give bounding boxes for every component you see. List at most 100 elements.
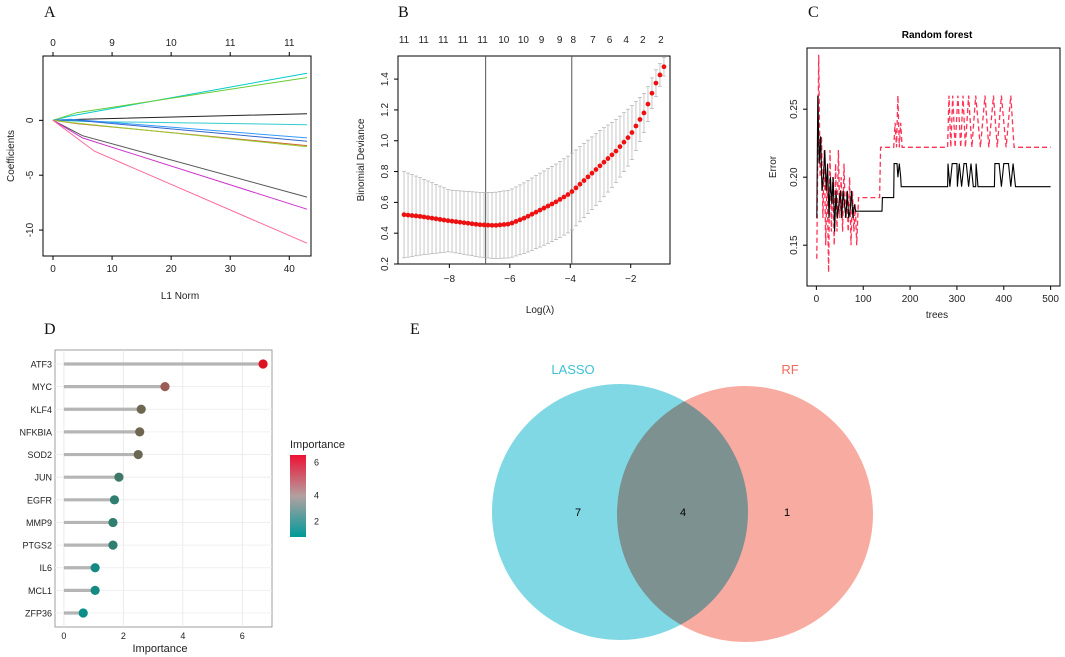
panel-c-series-oob	[816, 95, 1051, 232]
panel-b-y-axis-label: Binomial Deviance	[356, 118, 367, 201]
panel-d-legend-tick-label-4: 4	[314, 491, 319, 501]
panel-d-gene-label-zfp36: ZFP36	[25, 609, 52, 619]
panel-a-top-tick-label-30: 11	[225, 38, 236, 49]
panel-d-legend-tick-label-2: 2	[314, 517, 319, 527]
panel-b-mean-point-36	[545, 203, 551, 209]
panel-b-mean-point-3	[413, 213, 419, 219]
panel-b-mean-point-31	[525, 213, 531, 219]
panel-c-y-tick-label-0.25: 0.25	[789, 99, 800, 119]
panel-a-coef-line-2	[52, 113, 308, 121]
panel-b-mean-point-37	[549, 201, 555, 207]
panel-b-mean-point-47	[589, 170, 595, 176]
panel-a-x-axis-label: L1 Norm	[161, 291, 199, 302]
panel-b-mean-point-33	[533, 209, 539, 215]
panel-d-gene-label-nfkbia: NFKBIA	[19, 427, 52, 437]
panel-a-y-tick-label--5: -5	[25, 170, 36, 179]
panel-a-coef-line-7	[52, 119, 308, 148]
panel-b-x-tick-label--6: −6	[504, 274, 516, 285]
panel-b-mean-point-14	[457, 219, 463, 225]
panel-b-mean-point-25	[501, 222, 507, 227]
panel-b-mean-point-51	[605, 156, 611, 161]
panel-b-mean-point-11	[445, 218, 451, 224]
panel-b-y-tick-label-0.4: 0.4	[380, 226, 391, 240]
panel-a-x-tick-label-40: 40	[284, 264, 296, 275]
panel-b-mean-point-27	[509, 220, 515, 226]
panel-b-mean-point-16	[465, 220, 471, 226]
panel-label-a: A	[44, 4, 56, 21]
panel-b-mean-point-62	[649, 90, 655, 96]
panel-d-gene-label-il6: IL6	[39, 563, 52, 573]
panel-b-top-tick-label-6: 10	[518, 35, 530, 46]
panel-a-x-tick-label-20: 20	[166, 264, 178, 275]
panel-b-mean-point-65	[661, 64, 667, 70]
panel-b-mean-point-41	[565, 192, 571, 197]
panel-d-dot-atf3	[258, 359, 268, 369]
panel-b-mean-point-7	[429, 215, 435, 221]
panel-b-mean-point-40	[561, 194, 567, 200]
panel-b-top-tick-label-8: 9	[557, 35, 563, 46]
venn-count-intersection: 4	[680, 507, 686, 519]
panel-a-coef-line-5	[53, 119, 308, 142]
panel-a-x-tick-label-30: 30	[225, 264, 237, 275]
panel-d-x-tick-label-4: 4	[180, 631, 185, 641]
panel-label-e: E	[410, 321, 420, 338]
panel-d-legend-tick-label-6: 6	[314, 458, 319, 468]
panel-b-mean-point-13	[453, 219, 459, 225]
panel-b-mean-point-20	[481, 222, 487, 228]
panel-b-mean-point-64	[657, 72, 663, 78]
panel-d-gene-label-mmp9: MMP9	[26, 518, 52, 528]
panel-b-top-tick-label-2: 11	[438, 35, 449, 46]
panel-b-top-tick-label-4: 11	[477, 35, 488, 46]
panel-e-venn: LASSO RF 7 4 1	[492, 362, 873, 642]
panel-b-top-tick-label-5: 10	[498, 35, 510, 46]
panel-b-y-tick-label-0.8: 0.8	[380, 164, 391, 178]
panel-b-mean-point-44	[577, 181, 583, 187]
panel-b-x-tick-label--8: −8	[444, 274, 456, 285]
panel-d-dot-mmp9	[108, 517, 118, 528]
panel-b-mean-point-32	[529, 211, 535, 217]
panel-b-x-tick-label--4: −4	[565, 274, 577, 285]
panel-b-mean-point-5	[421, 214, 427, 220]
venn-label-rf: RF	[781, 362, 798, 377]
panel-c-series-class-1	[816, 54, 1051, 273]
panel-b-mean-point-18	[473, 221, 479, 227]
panel-d-legend-title: Importance	[290, 439, 345, 451]
panel-c-y-tick-label-0.2: 0.20	[789, 167, 800, 187]
panel-b-mean-point-9	[437, 217, 443, 222]
panel-b-top-tick-label-1: 11	[418, 35, 429, 46]
panel-d-gene-label-myc: MYC	[32, 382, 53, 392]
panel-b-plot-frame	[397, 55, 671, 265]
panel-d-dot-myc	[160, 382, 170, 392]
panel-c-plot-frame	[806, 47, 1061, 287]
panel-b-mean-point-12	[449, 218, 455, 224]
panel-d-x-tick-label-2: 2	[121, 631, 126, 641]
panel-a-coef-line-9	[52, 119, 308, 210]
panel-a-coef-line-8	[52, 119, 308, 198]
panel-b-mean-point-63	[653, 80, 659, 86]
panel-d-dot-sod2	[133, 449, 143, 460]
panel-b-y-tick-label-1.4: 1.4	[380, 72, 391, 86]
panel-d-gene-label-atf3: ATF3	[31, 360, 52, 370]
panel-b-mean-point-30	[521, 215, 527, 221]
panel-b-mean-point-58	[633, 123, 639, 129]
panel-b-x-tick-label--2: −2	[625, 274, 637, 285]
panel-a-x-tick-label-10: 10	[107, 264, 119, 275]
venn-label-lasso: LASSO	[551, 362, 594, 377]
panel-b-mean-point-49	[597, 163, 603, 169]
panel-label-d: D	[44, 321, 56, 338]
panel-b-mean-point-8	[433, 216, 439, 222]
panel-b-mean-point-60	[641, 110, 647, 116]
panel-d-gene-label-klf4: KLF4	[30, 405, 52, 415]
panel-d-dot-nfkbia	[135, 427, 145, 437]
panel-b-mean-point-57	[629, 130, 635, 135]
panel-b-mean-point-38	[553, 199, 559, 205]
panel-d-importance-lollipop: 0 2 4 6 ATF3 MYC KLF4 NFKBIA SOD2 JUN EGFR MMP9 PTGS…	[19, 349, 345, 655]
panel-b-mean-point-46	[585, 174, 591, 180]
panel-b-y-tick-label-0.2: 0.2	[380, 257, 391, 271]
panel-b-mean-point-50	[601, 159, 607, 165]
panel-d-dot-egfr	[109, 495, 120, 505]
panel-b-y-tick-label-1: 1.0	[380, 133, 391, 147]
panel-d-x-axis-label: Importance	[132, 643, 187, 655]
panel-b-mean-point-23	[493, 222, 499, 228]
panel-b-mean-point-61	[645, 101, 651, 107]
